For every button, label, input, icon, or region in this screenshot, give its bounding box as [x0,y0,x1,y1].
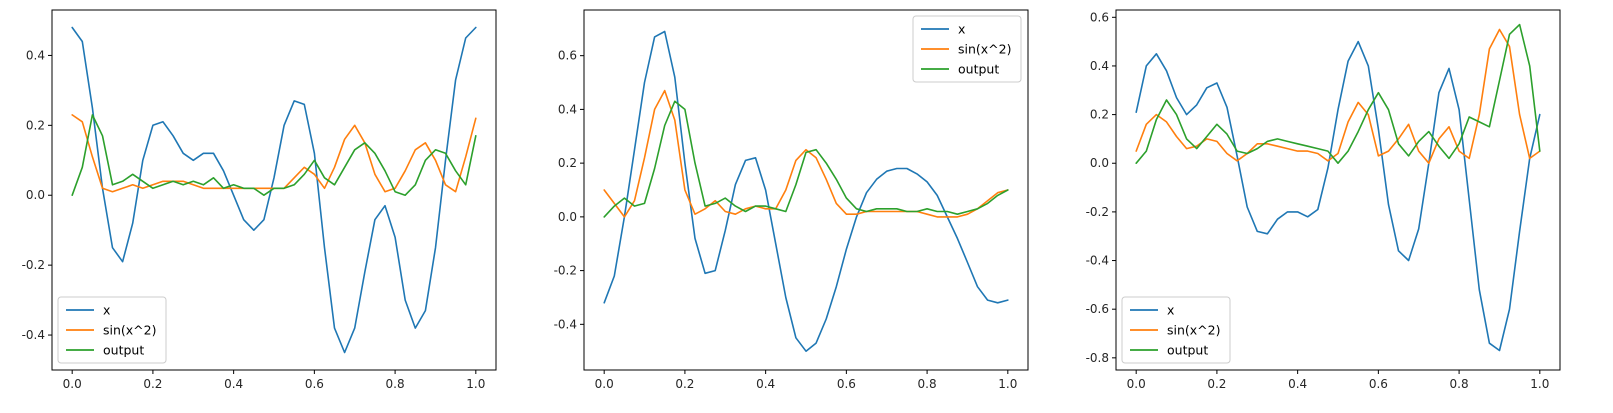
chart-panel-2: 0.0 0.2 0.4 0.6 0.8 1.0 -0.4 -0.2 0.0 0.2 0.4 0.6 xs… [554,9,1029,391]
x-tick-label: 0.6 [1369,377,1388,391]
x-tick-label: 0.6 [837,377,856,391]
x-tick-label: 0.0 [595,377,614,391]
y-tick-label: 0.6 [558,49,577,63]
y-tick-label: 0.2 [26,118,45,132]
x-tick-label: 0.2 [1207,377,1226,391]
y-tick-label: -0.2 [1086,205,1109,219]
series-line-output [603,100,1009,218]
legend-box [912,15,1022,83]
x-tick-label: 1.0 [1530,377,1549,391]
legend-label: x [958,22,965,37]
legend-label: output [1167,343,1208,358]
y-tick-label: 0.4 [26,48,45,62]
y-tick-label: -0.2 [22,258,45,272]
x-tick-label: 0.2 [143,377,162,391]
legend: x sin(x^2) output [1121,296,1231,364]
x-tick-label: 0.0 [1127,377,1146,391]
axes-frame [51,9,497,371]
y-tick-label: 0.0 [558,210,577,224]
x-tick-label: 1.0 [998,377,1017,391]
y-tick-label: 0.0 [26,188,45,202]
x-tick-label: 0.8 [386,377,405,391]
legend: x sin(x^2) output [912,15,1022,83]
series-line-output [1135,23,1541,164]
x-tick-label: 0.2 [675,377,694,391]
x-tick-label: 0.8 [918,377,937,391]
y-tick-label: 0.6 [1090,10,1109,24]
legend-label: x [103,303,110,318]
x-tick-label: 0.6 [305,377,324,391]
y-tick-label: -0.4 [22,328,45,342]
y-tick-label: -0.2 [554,264,577,278]
x-tick-label: 0.8 [1450,377,1469,391]
y-tick-label: -0.4 [1086,254,1109,268]
y-tick-label: -0.8 [1086,351,1109,365]
y-tick-label: 0.4 [1090,59,1109,73]
chart-panel-1: 0.0 0.2 0.4 0.6 0.8 1.0 -0.4 -0.2 0.0 0.2 0.4 x sin(… [22,9,497,391]
y-tick-label: -0.4 [554,317,577,331]
axes-frame [1115,9,1561,371]
axes-frame [583,9,1029,371]
legend-label: sin(x^2) [103,323,157,338]
legend-label: sin(x^2) [958,42,1012,57]
series-line-x [603,30,1009,353]
legend-label: output [958,62,999,77]
y-tick-label: 0.0 [1090,156,1109,170]
legend: x sin(x^2) output [57,296,167,364]
legend-label: output [103,343,144,358]
y-tick-label: -0.6 [1086,302,1109,316]
x-tick-label: 0.4 [1288,377,1307,391]
x-tick-label: 1.0 [466,377,485,391]
legend-box [1121,296,1231,364]
x-tick-label: 0.4 [224,377,243,391]
y-tick-label: 0.4 [558,102,577,116]
series-line-sin [1135,28,1541,164]
y-tick-label: 0.2 [1090,108,1109,122]
chart-panel-3: 0.0 0.2 0.4 0.6 0.8 1.0 -0.8 -0.6 -0.4 -0.2 0.0 0.2… [1086,9,1561,391]
x-tick-label: 0.4 [756,377,775,391]
series-line-output [71,114,477,196]
legend-label: x [1167,303,1174,318]
legend-box [57,296,167,364]
y-tick-label: 0.2 [558,156,577,170]
series-line-x [71,26,477,354]
x-tick-label: 0.0 [63,377,82,391]
series-line-x [1135,40,1541,352]
legend-label: sin(x^2) [1167,323,1221,338]
